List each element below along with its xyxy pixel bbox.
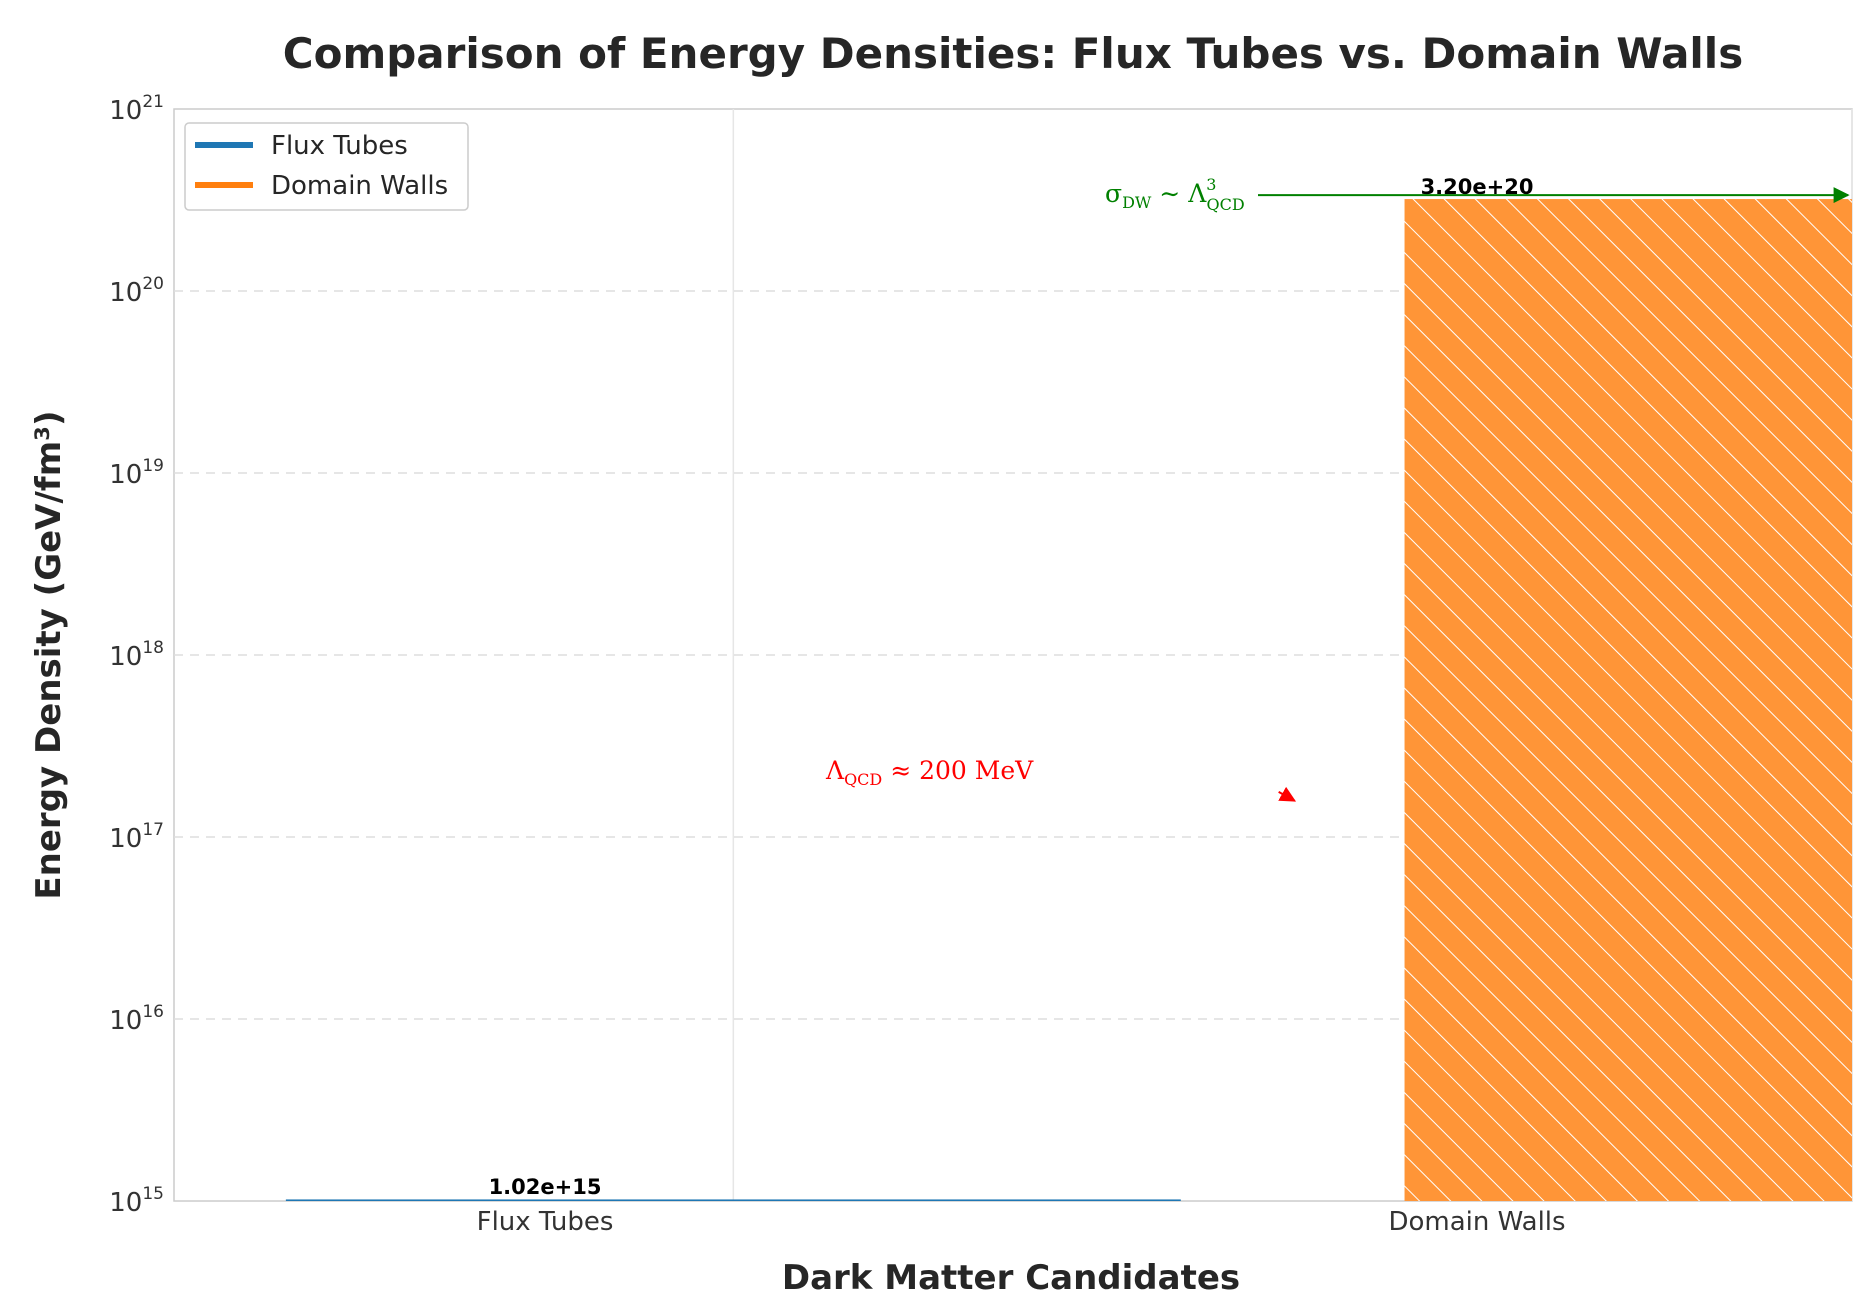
x-tick-flux-tubes: Flux Tubes: [477, 1207, 614, 1237]
annotation-lambda-arrow: [1278, 786, 1297, 802]
bar-flux-tubes: [285, 1199, 1181, 1201]
x-tick-domain-walls: Domain Walls: [1388, 1207, 1565, 1237]
y-tick-label: 1017: [109, 820, 164, 854]
y-tick-label: 1016: [109, 1002, 164, 1036]
plot-area: [173, 108, 1853, 1202]
legend-label-flux-tubes: Flux Tubes: [271, 131, 408, 161]
x-axis-label: Dark Matter Candidates: [782, 1258, 1240, 1298]
y-tick-label: 1019: [109, 456, 164, 490]
bars: [285, 199, 1852, 1202]
y-tick-label: 1018: [109, 638, 164, 672]
legend-label-domain-walls: Domain Walls: [271, 171, 448, 201]
y-tick-label: 1015: [109, 1184, 164, 1218]
y-axis-label: Energy Density (GeV/fm³): [29, 410, 69, 899]
y-tick-label: 1021: [109, 92, 164, 126]
legend-box: [184, 122, 469, 211]
y-tick-label: 1020: [109, 274, 164, 308]
annotation-lambda-qcd: ΛQCD ≈ 200 MeV: [825, 756, 1297, 802]
annotation-lambda-text: ΛQCD ≈ 200 MeV: [825, 756, 1034, 789]
value-label-flux-tubes: 1.02e+15: [489, 1175, 602, 1199]
chart-title: Comparison of Energy Densities: Flux Tub…: [283, 29, 1743, 78]
y-axis-ticks: 1015 1016 1017 1018 1019 1020 1021: [109, 92, 164, 1218]
legend: Flux Tubes Domain Walls: [184, 122, 469, 211]
annotation-sigma-text: σDW ∼ Λ3 QCD: [1105, 175, 1245, 214]
annotation-sigma-dw: σDW ∼ Λ3 QCD: [1105, 175, 1850, 214]
bar-domain-walls: [1404, 199, 1852, 1202]
